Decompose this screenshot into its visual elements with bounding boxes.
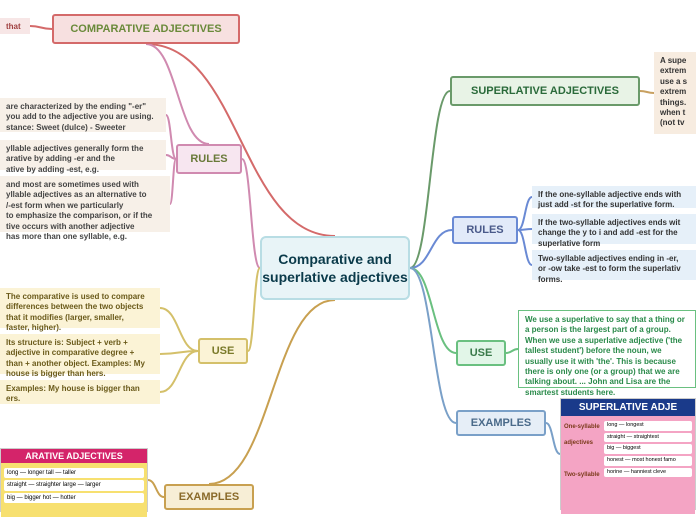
use-right-1: We use a superlative to say that a thing… [518, 310, 696, 388]
use-left-3: Examples: My house is bigger than ers. [0, 380, 160, 404]
comparative-examples-snippet: ARATIVE ADJECTIVESlong — longer tall — t… [0, 448, 148, 512]
comparative-adjectives-label: COMPARATIVE ADJECTIVES [70, 23, 221, 35]
rules-left-node: RULES [176, 144, 242, 174]
rules-left-3: and most are sometimes used with yllable… [0, 176, 170, 232]
rules-right-label: RULES [466, 224, 503, 236]
examples-left-label: EXAMPLES [179, 491, 240, 503]
rules-left-1: are characterized by the ending "-er" yo… [0, 98, 166, 132]
use-left-label: USE [212, 345, 235, 357]
examples-left-node: EXAMPLES [164, 484, 254, 510]
examples-right-label: EXAMPLES [471, 417, 532, 429]
superlative-adjectives-label: SUPERLATIVE ADJECTIVES [471, 85, 619, 97]
use-left-1: The comparative is used to compare diffe… [0, 288, 160, 328]
rules-right-1: If the one-syllable adjective ends with … [532, 186, 696, 208]
comp-note-top: that [0, 18, 30, 34]
sup-note: A supe extrem use a s extrem things. whe… [654, 52, 696, 134]
use-right-node: USE [456, 340, 506, 366]
center-node: Comparative and superlative adjectives [260, 236, 410, 300]
superlative-adjectives-node: SUPERLATIVE ADJECTIVES [450, 76, 640, 106]
comparative-adjectives-node: COMPARATIVE ADJECTIVES [52, 14, 240, 44]
rules-left-2: yllable adjectives generally form the ar… [0, 140, 166, 170]
center-title: Comparative and superlative adjectives [262, 250, 408, 286]
use-right-label: USE [470, 347, 493, 359]
rules-left-label: RULES [190, 153, 227, 165]
use-left-2: Its structure is: Subject + verb + adjec… [0, 334, 160, 374]
rules-right-2: If the two-syllable adjectives ends wit … [532, 214, 696, 244]
rules-right-node: RULES [452, 216, 518, 244]
rules-right-3: Two-syllable adjectives ending in -er, o… [532, 250, 696, 280]
superlative-examples-snippet: SUPERLATIVE ADJEOne-syllableadjectivesTw… [560, 398, 696, 510]
examples-right-node: EXAMPLES [456, 410, 546, 436]
use-left-node: USE [198, 338, 248, 364]
